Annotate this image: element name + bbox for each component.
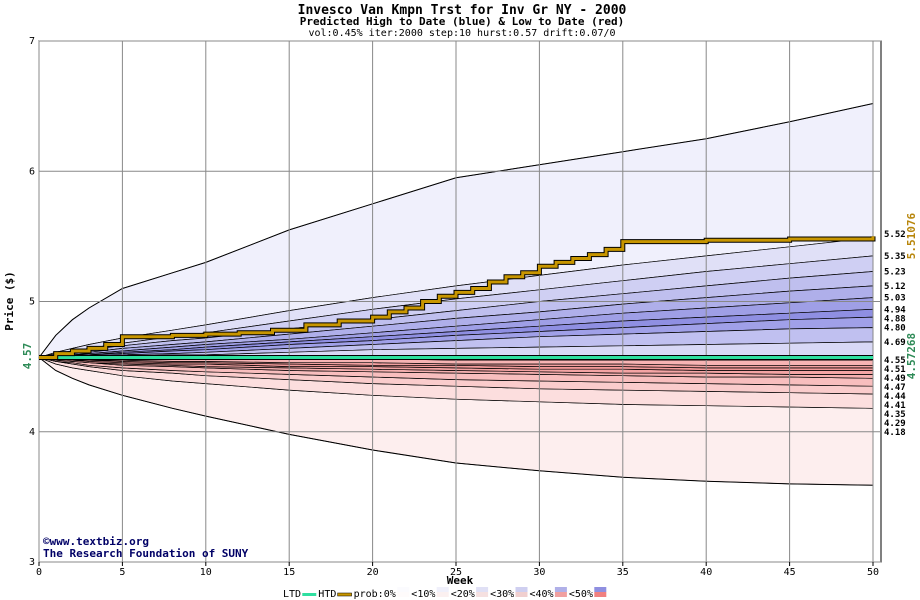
legend: LTD HTD prob:0% <10% <20% <30% <40% <50% [283, 587, 607, 600]
legend-swatch-high [594, 587, 607, 592]
legend-swatch-low [436, 592, 449, 597]
x-tick-label: 45 [784, 567, 796, 578]
right-label: 4.80 [884, 324, 906, 334]
legend-prob-label: <20% [451, 589, 475, 600]
legend-htd-swatch [337, 592, 352, 597]
right-label: 5.52 [884, 230, 906, 240]
x-tick-label: 5 [119, 567, 125, 578]
legend-swatch-high [397, 587, 410, 592]
x-tick-label: 25 [450, 567, 462, 578]
legend-htd-label: HTD [318, 589, 336, 600]
legend-swatch-low [515, 592, 528, 597]
grid [38, 40, 881, 563]
y-tick-label: 7 [29, 36, 35, 47]
right-label: 4.94 [884, 305, 906, 315]
right-label: 5.35 [884, 252, 906, 262]
y-axis-label: Price ($) [3, 271, 16, 331]
y-tick-label: 3 [29, 557, 35, 568]
right-label: 4.49 [884, 374, 906, 384]
right-labels: 5.52 5.35 5.23 5.12 5.034.944.884.80 4.69 4.55… [884, 230, 906, 438]
series-lines [39, 236, 876, 361]
start-price-label: 4.57 [21, 343, 34, 370]
legend-swatch-high [515, 587, 528, 592]
right-label: 5.03 [884, 294, 906, 304]
right-label: 4.41 [884, 401, 906, 411]
htd-final-value: 5.51076 [905, 212, 918, 259]
x-tick-label: 30 [533, 567, 545, 578]
right-label: 4.88 [884, 314, 906, 324]
legend-prob-label: prob:0% [354, 589, 396, 600]
y-tick-label: 6 [29, 166, 35, 177]
right-label: 4.47 [884, 383, 906, 393]
legend-ltd-swatch [302, 593, 317, 596]
legend-swatch-low [476, 592, 489, 597]
right-label: 5.23 [884, 268, 906, 278]
x-tick-label: 40 [700, 567, 712, 578]
legend-prob-label: <30% [490, 589, 514, 600]
legend-prob-label: <40% [530, 589, 554, 600]
y-tick-label: 4 [29, 427, 35, 438]
chart-subtitle: Predicted High to Date (blue) & Low to D… [300, 15, 625, 28]
watermark-org: The Research Foundation of SUNY [43, 547, 249, 560]
x-tick-label: 0 [36, 567, 42, 578]
x-axis-label: Week [447, 574, 474, 587]
legend-prob-label: <10% [411, 589, 435, 600]
x-tick-label: 20 [367, 567, 379, 578]
right-label: 4.29 [884, 419, 906, 429]
legend-ltd-label: LTD [283, 589, 301, 600]
right-label: 5.12 [884, 282, 906, 292]
legend-swatch-high [554, 587, 567, 592]
right-label: 4.55 [884, 356, 906, 366]
legend-swatch-high [436, 587, 449, 592]
right-label: 4.69 [884, 338, 906, 348]
legend-swatch-low [554, 592, 567, 597]
y-tick-label: 5 [29, 297, 35, 308]
legend-prob-label: <50% [569, 589, 593, 600]
right-label: 4.51 [884, 365, 906, 375]
legend-swatch-high [476, 587, 489, 592]
legend-swatch-low [594, 592, 607, 597]
ltd-final-value: 4.57268 [905, 333, 918, 379]
chart-params: vol:0.45% iter:2000 step:10 hurst:0.57 d… [308, 28, 615, 39]
x-tick-label: 15 [283, 567, 295, 578]
chart-title: Invesco Van Kmpn Trst for Inv Gr NY - 20… [298, 3, 627, 18]
x-tick-label: 35 [617, 567, 629, 578]
x-tick-label: 10 [200, 567, 212, 578]
right-label: 4.18 [884, 428, 906, 438]
x-tick-label: 50 [867, 567, 879, 578]
right-label: 4.44 [884, 392, 906, 402]
right-label: 4.35 [884, 410, 906, 420]
legend-swatch-low [397, 592, 410, 597]
watermark-url: ©www.textbiz.org [43, 535, 149, 548]
htd-line [39, 236, 875, 359]
